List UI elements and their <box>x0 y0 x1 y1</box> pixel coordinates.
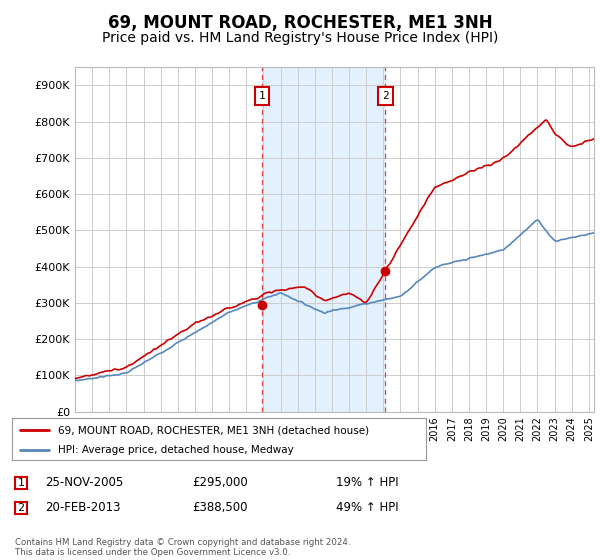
Text: 69, MOUNT ROAD, ROCHESTER, ME1 3NH: 69, MOUNT ROAD, ROCHESTER, ME1 3NH <box>107 14 493 32</box>
Text: Contains HM Land Registry data © Crown copyright and database right 2024.
This d: Contains HM Land Registry data © Crown c… <box>15 538 350 557</box>
Text: 49% ↑ HPI: 49% ↑ HPI <box>336 501 398 515</box>
Text: £295,000: £295,000 <box>192 476 248 489</box>
Text: 2: 2 <box>382 91 389 101</box>
Text: HPI: Average price, detached house, Medway: HPI: Average price, detached house, Medw… <box>58 445 293 455</box>
Text: 1: 1 <box>259 91 265 101</box>
Text: 69, MOUNT ROAD, ROCHESTER, ME1 3NH (detached house): 69, MOUNT ROAD, ROCHESTER, ME1 3NH (deta… <box>58 425 368 435</box>
Bar <box>262 67 385 412</box>
Text: 25-NOV-2005: 25-NOV-2005 <box>45 476 123 489</box>
Text: Price paid vs. HM Land Registry's House Price Index (HPI): Price paid vs. HM Land Registry's House … <box>102 31 498 45</box>
Text: £388,500: £388,500 <box>192 501 248 515</box>
Text: 19% ↑ HPI: 19% ↑ HPI <box>336 476 398 489</box>
Text: 20-FEB-2013: 20-FEB-2013 <box>45 501 121 515</box>
Text: 1: 1 <box>17 478 25 488</box>
Text: 2: 2 <box>17 503 25 513</box>
